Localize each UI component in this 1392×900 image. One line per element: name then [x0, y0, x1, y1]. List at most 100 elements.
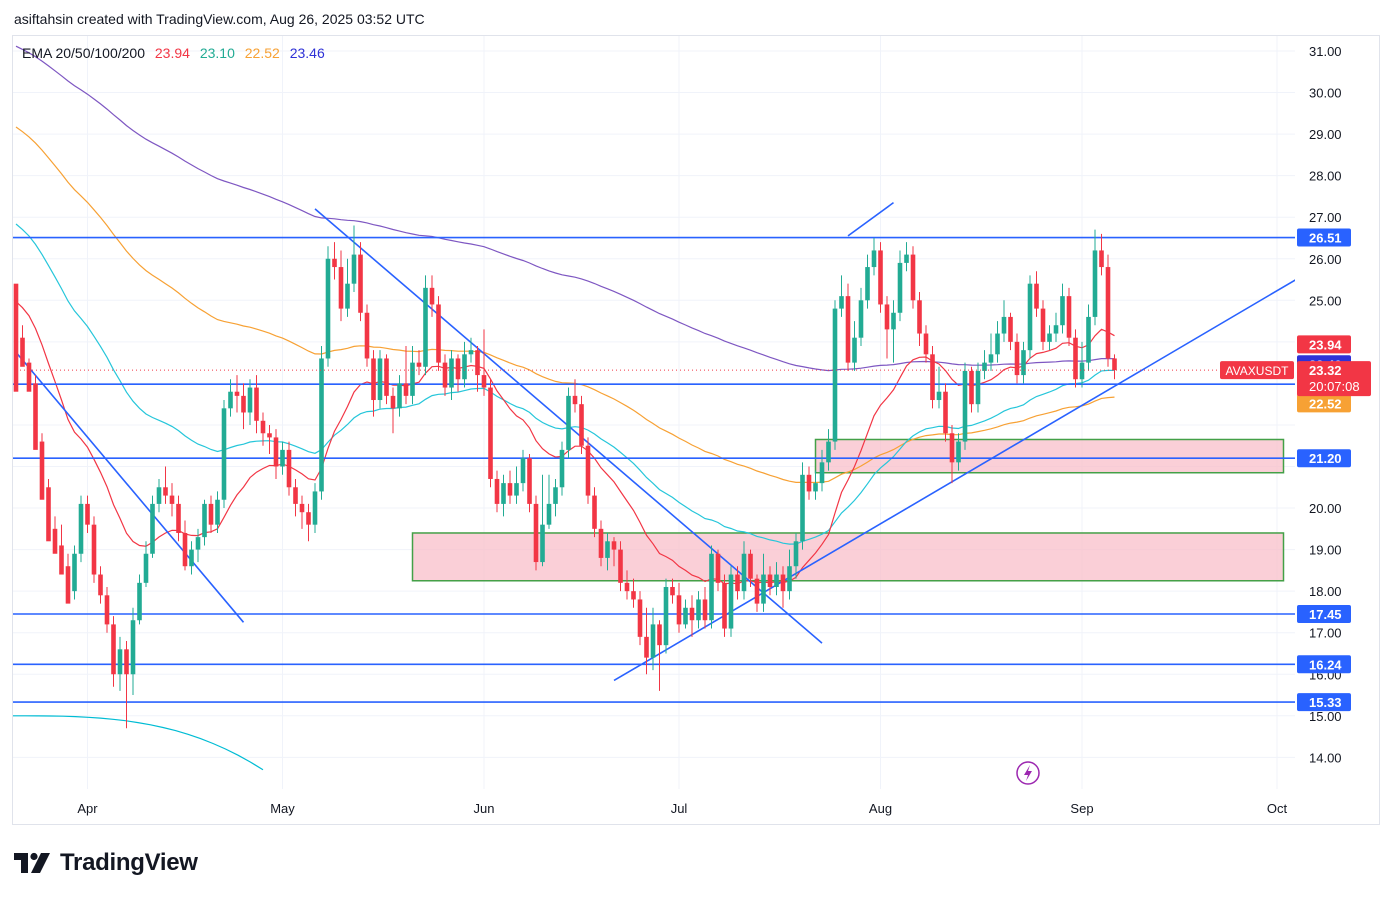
candle[interactable] [345, 258, 350, 317]
candle[interactable] [325, 246, 331, 367]
price-tag[interactable]: 15.33 [1297, 693, 1351, 712]
candle[interactable] [377, 350, 383, 409]
candle[interactable] [254, 375, 259, 434]
candle[interactable] [975, 362, 981, 413]
candle[interactable] [130, 607, 136, 696]
support-zone[interactable] [411, 532, 1285, 582]
candle[interactable] [897, 250, 903, 322]
candle[interactable] [761, 553, 766, 612]
candle[interactable] [124, 641, 129, 729]
candle[interactable] [527, 454, 532, 513]
candle[interactable] [618, 541, 623, 592]
candle[interactable] [488, 379, 493, 488]
candle[interactable] [546, 474, 552, 529]
candle[interactable] [728, 566, 734, 637]
candle[interactable] [553, 478, 558, 517]
candle[interactable] [156, 478, 162, 513]
candle[interactable] [475, 346, 480, 392]
candle[interactable] [1014, 333, 1020, 384]
candle[interactable] [468, 337, 474, 363]
candle[interactable] [598, 520, 604, 567]
candle[interactable] [52, 516, 58, 554]
candle[interactable] [514, 466, 519, 504]
candle[interactable] [748, 549, 753, 587]
candle[interactable] [904, 242, 909, 272]
candle[interactable] [1073, 329, 1078, 388]
candle[interactable] [111, 616, 116, 687]
candle[interactable] [826, 429, 831, 471]
candle[interactable] [845, 283, 851, 371]
candle[interactable] [930, 346, 935, 409]
candle[interactable] [1021, 341, 1026, 384]
candle[interactable] [410, 346, 415, 405]
candle[interactable] [416, 350, 422, 376]
candle[interactable] [72, 545, 77, 600]
candle[interactable] [384, 354, 389, 405]
candle[interactable] [312, 483, 318, 533]
candle[interactable] [806, 466, 812, 500]
trend-line[interactable] [613, 253, 1342, 682]
candle[interactable] [585, 437, 591, 504]
candle[interactable] [793, 532, 799, 579]
candle[interactable] [358, 242, 363, 322]
candle[interactable] [91, 516, 97, 583]
candle[interactable] [676, 582, 682, 633]
candle[interactable] [195, 528, 201, 563]
candle[interactable] [982, 350, 987, 380]
candle[interactable] [650, 607, 656, 671]
candle[interactable] [962, 362, 968, 450]
candle[interactable] [436, 296, 441, 371]
candle[interactable] [481, 329, 487, 396]
candle[interactable] [143, 541, 149, 587]
candle[interactable] [228, 379, 233, 417]
candle[interactable] [494, 470, 500, 513]
candle[interactable] [260, 412, 266, 446]
candle[interactable] [1105, 254, 1111, 367]
candle[interactable] [878, 242, 883, 313]
candle[interactable] [657, 620, 662, 691]
candle[interactable] [1060, 283, 1065, 334]
symbol-label[interactable]: AVAXUSDT [1220, 361, 1294, 380]
candle[interactable] [540, 474, 545, 567]
candle[interactable] [20, 325, 25, 367]
candle[interactable] [104, 586, 110, 633]
candle[interactable] [1079, 341, 1085, 388]
candle[interactable] [936, 366, 942, 409]
support-zone[interactable] [814, 438, 1285, 474]
candle[interactable] [787, 549, 792, 600]
candle[interactable] [592, 487, 597, 538]
candle[interactable] [644, 607, 649, 675]
candle[interactable] [85, 495, 90, 533]
price-tag[interactable]: 17.45 [1297, 605, 1351, 624]
candle[interactable] [39, 433, 45, 500]
candle[interactable] [1008, 312, 1013, 351]
candle[interactable] [754, 574, 760, 612]
candle[interactable] [1034, 271, 1039, 317]
candle[interactable] [572, 379, 578, 413]
candle[interactable] [969, 366, 974, 413]
lightning-icon[interactable] [1016, 761, 1040, 785]
candle[interactable] [520, 449, 526, 492]
candle[interactable] [46, 478, 51, 542]
candle[interactable] [579, 395, 584, 455]
candle[interactable] [267, 424, 272, 455]
candle[interactable] [169, 483, 175, 517]
candle[interactable] [631, 578, 636, 608]
candle[interactable] [455, 354, 461, 392]
candle[interactable] [403, 346, 409, 405]
candle[interactable] [533, 495, 539, 571]
candle[interactable] [858, 287, 864, 347]
candle[interactable] [670, 578, 675, 604]
candle[interactable] [189, 541, 194, 575]
candle[interactable] [800, 462, 805, 550]
candle[interactable] [234, 375, 240, 413]
price-tag[interactable]: 21.20 [1297, 449, 1351, 468]
candle[interactable] [1086, 304, 1091, 371]
candle[interactable] [819, 449, 825, 492]
candle[interactable] [832, 300, 838, 450]
trend-line[interactable] [15, 351, 245, 623]
candle[interactable] [351, 225, 357, 292]
candle[interactable] [566, 387, 571, 459]
candle[interactable] [956, 433, 961, 471]
